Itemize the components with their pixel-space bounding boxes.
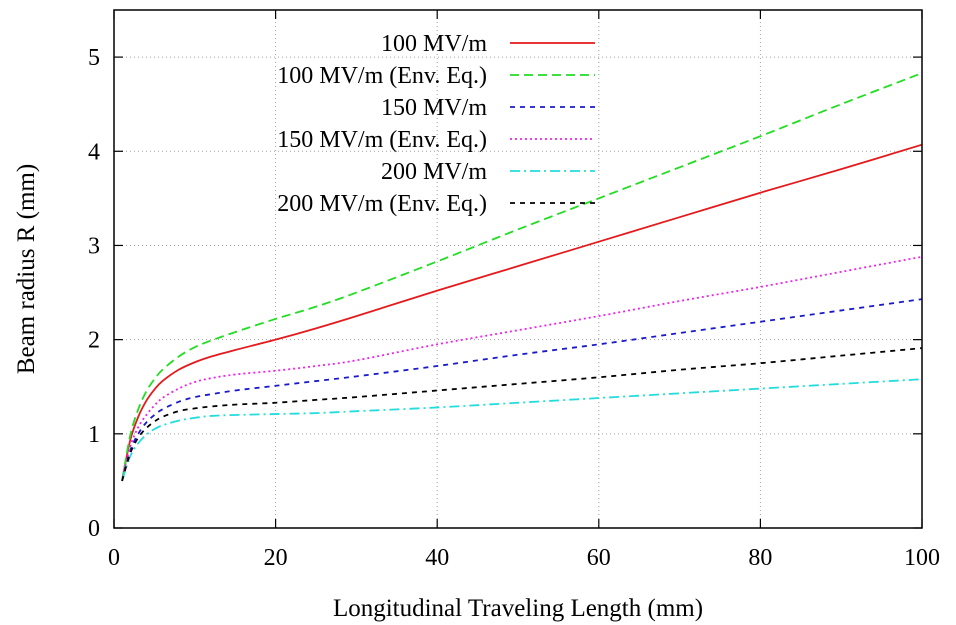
x-tick-label: 40 xyxy=(425,545,449,571)
y-tick-label: 0 xyxy=(88,516,100,542)
y-tick-label: 3 xyxy=(88,233,100,259)
legend: 100 MV/m 100 MV/m (Env. Eq.) 150 MV/m 150 M… xyxy=(277,31,595,217)
series-line-5 xyxy=(122,379,922,481)
legend-label-1: 100 MV/m xyxy=(381,31,487,57)
x-tick-label: 20 xyxy=(264,545,288,571)
series-line-6 xyxy=(122,348,922,481)
x-axis-title: Longitudinal Traveling Length (mm) xyxy=(333,595,703,622)
x-tick-label: 60 xyxy=(587,545,611,571)
x-tick-label: 100 xyxy=(904,545,940,571)
x-tick-label: 0 xyxy=(108,545,120,571)
legend-label-2: 100 MV/m (Env. Eq.) xyxy=(277,63,487,89)
legend-label-6: 200 MV/m (Env. Eq.) xyxy=(277,191,487,217)
series-line-1 xyxy=(122,145,922,481)
y-tick-label: 1 xyxy=(88,422,100,448)
x-tick-label: 80 xyxy=(748,545,772,571)
legend-label-3: 150 MV/m xyxy=(381,95,487,121)
series-line-2 xyxy=(122,73,922,481)
series-line-3 xyxy=(122,299,922,481)
y-tick-label: 4 xyxy=(88,139,100,165)
series-line-4 xyxy=(122,257,922,481)
legend-label-5: 200 MV/m xyxy=(381,159,487,185)
series-lines xyxy=(122,73,922,481)
plot-frame xyxy=(114,10,922,528)
legend-label-4: 150 MV/m (Env. Eq.) xyxy=(277,127,487,153)
axis-ticks: 0 20 40 60 80 100 0 1 2 3 4 5 xyxy=(88,10,940,571)
grid xyxy=(114,10,922,528)
y-tick-label: 5 xyxy=(88,45,100,71)
y-tick-label: 2 xyxy=(88,328,100,354)
y-axis-title: Beam radius R (mm) xyxy=(13,164,40,374)
